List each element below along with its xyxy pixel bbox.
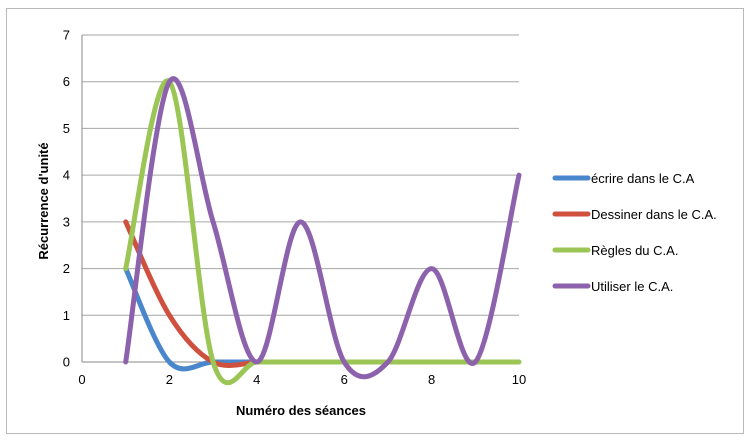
y-tick-label: 6 bbox=[63, 74, 70, 89]
x-tick-label: 4 bbox=[253, 372, 260, 387]
y-tick-labels: 0 1 2 3 4 5 6 7 bbox=[63, 28, 70, 370]
x-tick-label: 2 bbox=[166, 372, 173, 387]
y-tick-label: 1 bbox=[63, 308, 70, 323]
y-tick-label: 5 bbox=[63, 121, 70, 136]
y-tick-label: 2 bbox=[63, 261, 70, 276]
gridlines bbox=[82, 34, 519, 316]
series-line-ecrire-dans-le-c-a bbox=[123, 266, 260, 372]
x-tick-label: 8 bbox=[428, 372, 435, 387]
x-tick-label: 0 bbox=[78, 372, 85, 387]
y-tick-label: 3 bbox=[63, 214, 70, 229]
x-tick-label: 10 bbox=[512, 372, 526, 387]
series-line-dessiner-dans-le-c-a bbox=[123, 219, 260, 368]
y-tick-label: 7 bbox=[63, 28, 70, 43]
legend-label: Règles du C.A. bbox=[591, 243, 678, 258]
x-tick-label: 6 bbox=[341, 372, 348, 387]
y-axis-title: Récurrence d'unité bbox=[36, 142, 51, 259]
legend-label: écrire dans le C.A bbox=[591, 171, 695, 186]
legend-label: Utiliser le C.A. bbox=[591, 279, 673, 294]
series-line-utiliser-le-c-a bbox=[123, 76, 522, 380]
y-tick-label: 0 bbox=[63, 355, 70, 370]
legend-label: Dessiner dans le C.A. bbox=[591, 207, 717, 222]
series-lines bbox=[123, 76, 522, 386]
x-axis-title: Numéro des séances bbox=[236, 403, 366, 418]
legend: écrire dans le C.A Dessiner dans le C.A. R… bbox=[552, 171, 717, 294]
y-tick-label: 4 bbox=[63, 168, 70, 183]
x-tick-labels: 0 2 4 6 8 10 bbox=[78, 372, 526, 387]
